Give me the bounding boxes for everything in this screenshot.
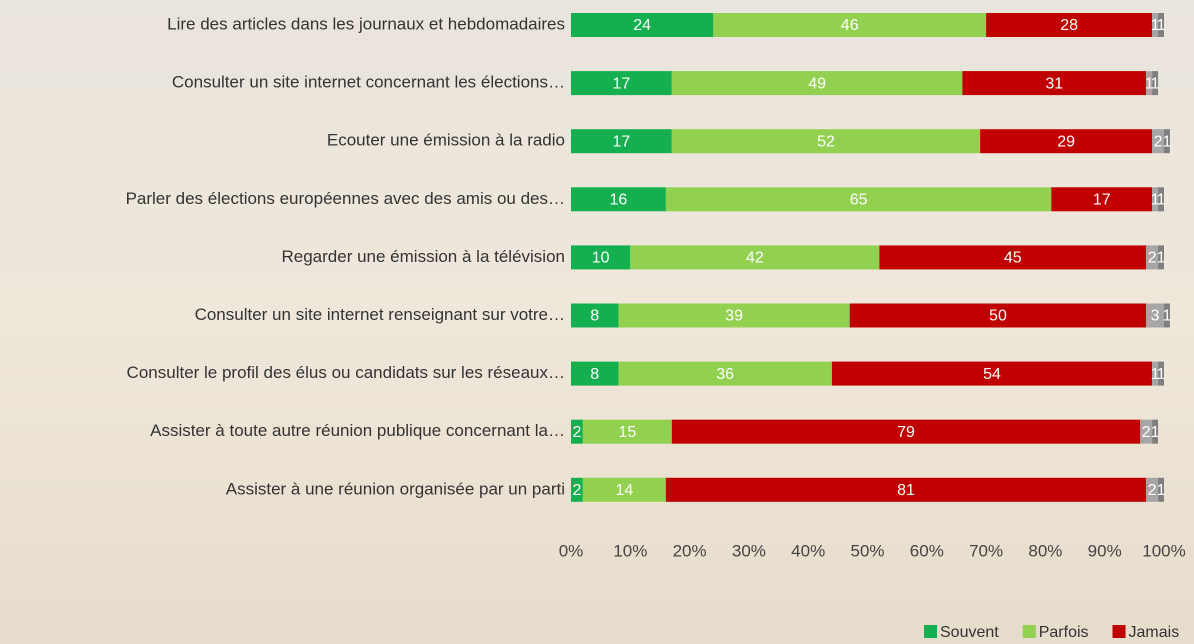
data-label: 14 [615,482,633,499]
data-label: 1 [1151,75,1160,92]
category-label: Consulter un site internet renseignant s… [195,305,565,324]
data-label: 2 [572,482,581,499]
data-label: 52 [817,133,835,150]
data-label: 2 [1148,482,1157,499]
data-label: 29 [1057,133,1075,150]
x-tick-label: 30% [732,541,766,560]
data-label: 1 [1163,133,1172,150]
data-label: 8 [590,308,599,325]
data-label: 50 [989,308,1007,325]
chart: 0% 10% 20% 30% 40% 50% 60% 70% 80% 90% 100% Lire de… [0,0,1194,644]
category-label: Regarder une émission à la télévision [282,247,566,266]
data-label: 1 [1157,250,1166,267]
data-label: 2 [1148,250,1157,267]
legend-label: Jamais [1129,624,1180,641]
data-label: 17 [613,75,631,92]
x-tick-label: 100% [1142,541,1185,560]
legend-swatch [1113,625,1126,638]
data-label: 65 [850,192,868,209]
legend-swatch [924,625,937,638]
data-label: 36 [716,366,734,383]
x-tick-label: 60% [910,541,944,560]
data-label: 2 [572,424,581,441]
legend-label: Parfois [1039,624,1089,641]
data-label: 1 [1151,424,1160,441]
category-label: Consulter le profil des élus ou candidat… [127,363,565,382]
data-label: 49 [808,75,826,92]
data-label: 81 [897,482,915,499]
data-label: 2 [1154,133,1163,150]
data-label: 1 [1163,308,1172,325]
data-label: 1 [1157,366,1166,383]
data-label: 17 [1093,192,1111,209]
data-label: 15 [618,424,636,441]
data-label: 10 [592,250,610,267]
x-tick-label: 40% [791,541,825,560]
category-label: Parler des élections européennes avec de… [126,189,565,208]
data-label: 2 [1142,424,1151,441]
legend-label: Souvent [940,624,999,641]
data-label: 17 [613,133,631,150]
x-tick-label: 80% [1028,541,1062,560]
category-label: Assister à une réunion organisée par un … [226,479,565,498]
category-label: Ecouter une émission à la radio [327,131,565,150]
data-label: 42 [746,250,764,267]
category-label: Lire des articles dans les journaux et h… [167,14,565,33]
x-tick-label: 10% [613,541,647,560]
data-label: 16 [610,192,628,209]
data-label: 1 [1157,192,1166,209]
x-tick-label: 20% [673,541,707,560]
data-label: 31 [1045,75,1063,92]
data-label: 28 [1060,17,1078,34]
data-label: 1 [1157,17,1166,34]
legend-swatch [1023,625,1036,638]
x-tick-label: 50% [850,541,884,560]
x-tick-label: 70% [969,541,1003,560]
data-label: 3 [1151,308,1160,325]
x-tick-label: 0% [559,541,584,560]
data-label: 1 [1157,482,1166,499]
data-label: 46 [841,17,859,34]
data-label: 39 [725,308,743,325]
data-label: 79 [897,424,915,441]
data-label: 8 [590,366,599,383]
data-label: 24 [633,17,651,34]
category-label: Assister à toute autre réunion publique … [150,421,565,440]
x-tick-label: 90% [1088,541,1122,560]
data-label: 45 [1004,250,1022,267]
category-label: Consulter un site internet concernant le… [172,73,565,92]
data-label: 54 [983,366,1001,383]
